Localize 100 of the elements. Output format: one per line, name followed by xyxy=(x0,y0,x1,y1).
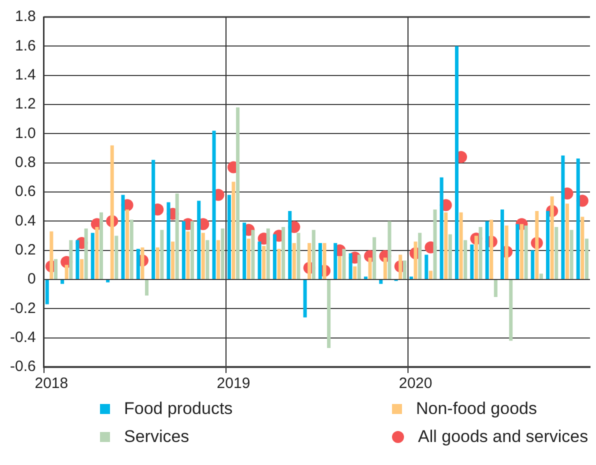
bar xyxy=(242,222,246,279)
bar xyxy=(186,231,190,279)
bar xyxy=(428,270,432,279)
bar xyxy=(308,243,312,279)
x-tick-label: 2019 xyxy=(216,375,250,392)
bar xyxy=(580,216,584,279)
bar xyxy=(45,280,49,304)
y-tick-label: -0.4 xyxy=(10,328,36,346)
bar xyxy=(459,212,463,279)
y-tick-label: 1.8 xyxy=(14,8,36,26)
y-tick-label: -0.2 xyxy=(10,300,36,317)
bar xyxy=(64,264,68,279)
y-tick-label: 0.6 xyxy=(14,183,36,200)
bar xyxy=(444,212,448,279)
bar xyxy=(490,220,494,279)
bar xyxy=(570,230,574,279)
bar xyxy=(584,238,588,279)
bar xyxy=(175,193,179,279)
bar xyxy=(136,248,140,279)
bar xyxy=(227,194,231,279)
bar xyxy=(60,280,64,284)
bar xyxy=(206,240,210,279)
bar xyxy=(379,280,383,284)
bar xyxy=(318,243,322,279)
bar xyxy=(464,240,468,279)
bar xyxy=(251,230,255,279)
bar xyxy=(220,228,224,279)
bar xyxy=(402,260,406,279)
bar xyxy=(190,221,194,279)
bar xyxy=(277,248,281,279)
bar xyxy=(554,227,558,279)
bar xyxy=(201,232,205,279)
y-tick-label: 1.4 xyxy=(14,66,36,84)
bar xyxy=(550,196,554,279)
bar xyxy=(485,221,489,279)
bar xyxy=(418,232,422,279)
bar xyxy=(110,145,114,279)
bar xyxy=(121,194,125,279)
bar xyxy=(342,248,346,279)
bar xyxy=(398,254,402,279)
bar xyxy=(303,280,307,318)
bar xyxy=(182,221,186,279)
bar xyxy=(282,227,286,279)
bar xyxy=(383,258,387,279)
bar xyxy=(90,232,94,279)
bar xyxy=(535,210,539,279)
legend-label: Services xyxy=(124,427,190,447)
bar xyxy=(84,228,88,279)
bar xyxy=(440,177,444,279)
y-tick-label: 1.0 xyxy=(14,124,36,142)
bar xyxy=(478,227,482,279)
bar xyxy=(312,230,316,279)
bar xyxy=(500,210,504,279)
bar xyxy=(50,231,54,279)
bar xyxy=(54,259,58,279)
bar xyxy=(561,156,565,279)
x-tick-label: 2020 xyxy=(398,375,432,392)
bar xyxy=(272,234,276,279)
y-tick-label: -0.6 xyxy=(10,358,36,376)
y-tick-label: 1.6 xyxy=(14,37,36,54)
bar xyxy=(236,107,240,279)
bar xyxy=(539,274,543,279)
bar xyxy=(212,130,216,279)
bar xyxy=(530,250,534,279)
bar xyxy=(368,258,372,279)
bar xyxy=(546,210,550,279)
bar xyxy=(126,210,130,279)
bar xyxy=(474,236,478,279)
bar xyxy=(576,158,580,279)
bar xyxy=(353,266,357,279)
bar xyxy=(414,242,418,279)
bar xyxy=(448,234,452,279)
bar xyxy=(166,202,170,279)
bar xyxy=(470,244,474,279)
bar xyxy=(114,236,118,279)
bar xyxy=(160,230,164,279)
y-tick-label: 0.8 xyxy=(14,154,36,171)
bar xyxy=(258,242,262,279)
bar xyxy=(454,46,459,279)
bar xyxy=(232,182,236,279)
bar xyxy=(509,280,513,341)
bar xyxy=(334,243,338,279)
bar xyxy=(348,253,352,279)
bar xyxy=(516,224,520,279)
bar xyxy=(565,204,570,279)
y-tick-label: 0.2 xyxy=(14,241,36,258)
legend-label: Food products xyxy=(124,399,233,419)
bar xyxy=(76,240,80,279)
bar xyxy=(144,280,149,296)
bar xyxy=(171,242,175,279)
y-tick-label: 0 xyxy=(28,270,36,288)
bar xyxy=(130,220,134,279)
bar xyxy=(288,210,292,279)
x-tick-label: 2018 xyxy=(34,375,68,392)
bar xyxy=(296,232,300,279)
bar xyxy=(520,224,524,279)
bar xyxy=(494,280,498,297)
bar xyxy=(292,243,296,279)
bar xyxy=(266,228,270,279)
bar xyxy=(80,259,84,279)
